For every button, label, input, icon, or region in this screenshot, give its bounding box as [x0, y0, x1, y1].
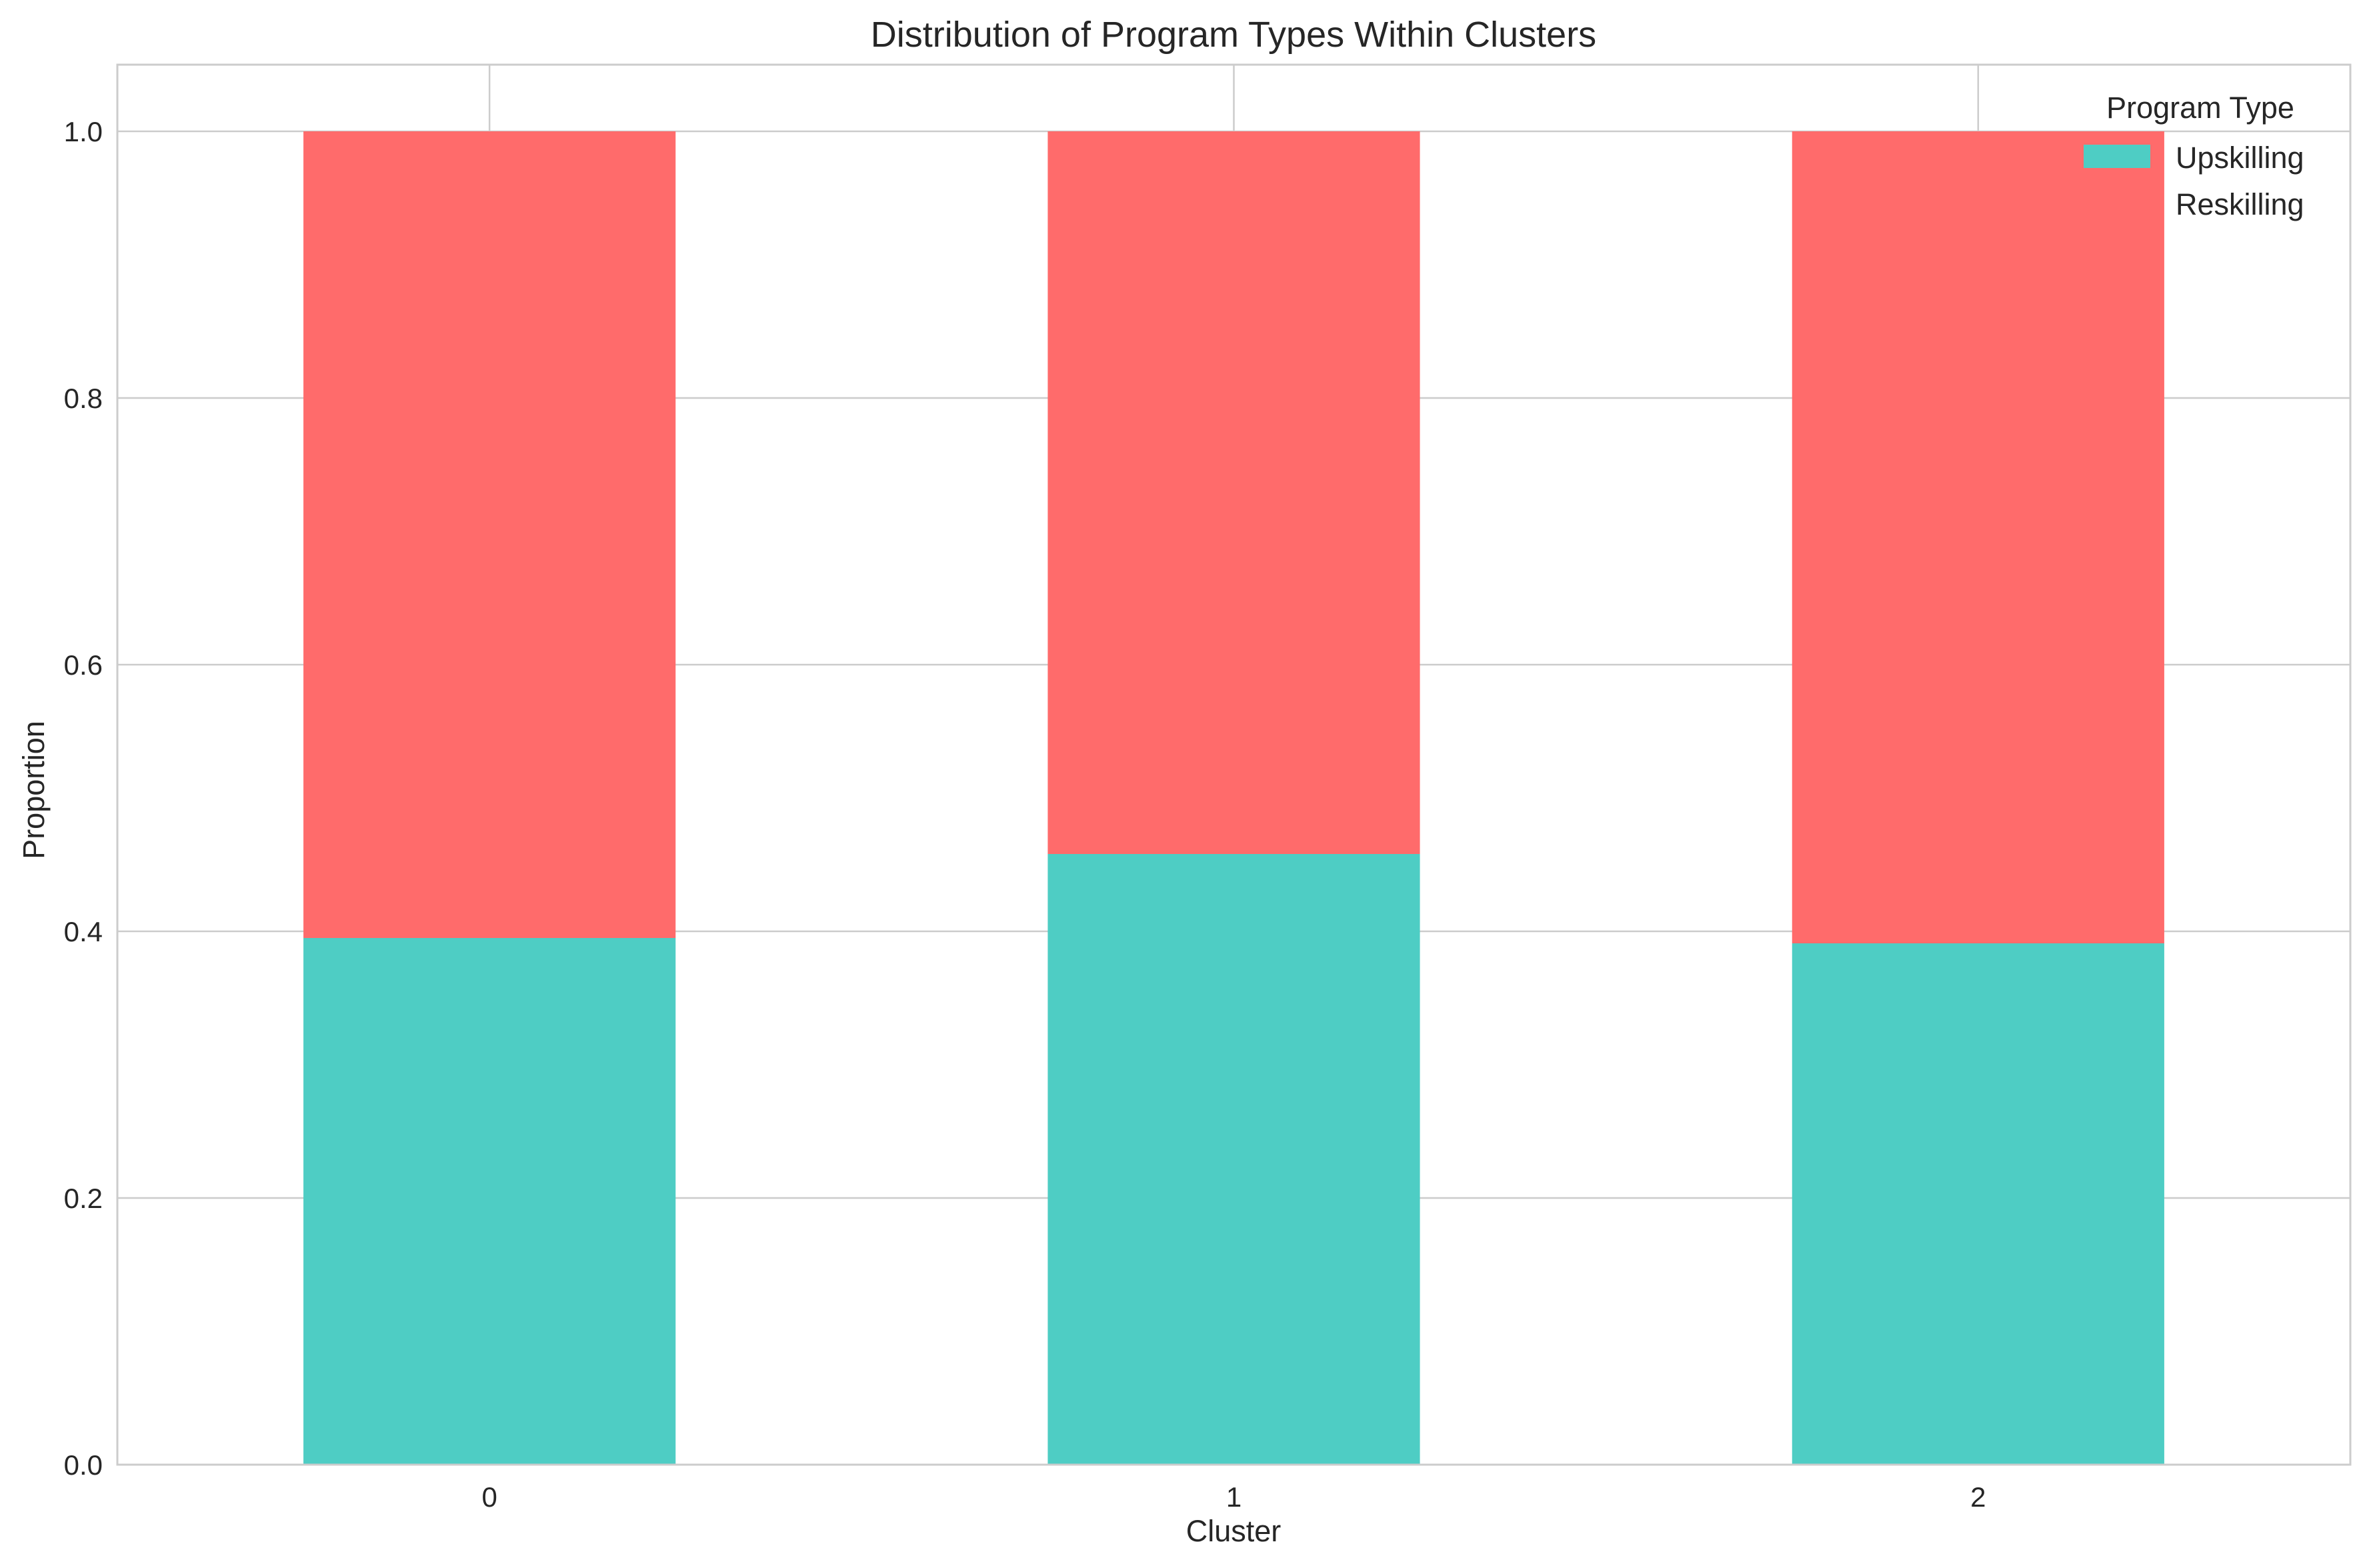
y-tick-label: 0.6 [64, 649, 103, 681]
bar-reskilling-cluster-1 [1047, 131, 1420, 854]
bar-upskilling-cluster-1 [1047, 854, 1420, 1465]
bar-reskilling-cluster-0 [303, 131, 676, 938]
x-tick-label: 2 [1970, 1481, 1986, 1513]
y-tick-label: 0.8 [64, 383, 103, 414]
bar-upskilling-cluster-0 [303, 938, 676, 1465]
x-tick-label: 1 [1226, 1481, 1242, 1513]
tick-labels: 0.0 0.2 0.4 0.6 0.8 1.0 0 1 2 [64, 116, 1986, 1513]
y-tick-label: 1.0 [64, 116, 103, 147]
axes-frame [116, 63, 2352, 1466]
legend-swatch-upskilling [2084, 145, 2150, 168]
legend-label-upskilling: Upskilling [2176, 141, 2304, 175]
bars [303, 131, 2164, 1465]
y-axis-label: Proportion [17, 721, 51, 859]
x-axis-label: Cluster [1186, 1514, 1282, 1548]
chart-title: Distribution of Program Types Within Clu… [871, 15, 1596, 55]
bar-reskilling-cluster-2 [1792, 131, 2164, 943]
legend-title: Program Type [2106, 91, 2294, 125]
legend: Program Type Upskilling Reskilling [2084, 91, 2304, 221]
y-tick-label: 0.2 [64, 1183, 103, 1214]
legend-swatch-reskilling [2084, 183, 2150, 207]
x-tick-label: 0 [481, 1481, 497, 1513]
bar-upskilling-cluster-2 [1792, 943, 2164, 1465]
legend-label-reskilling: Reskilling [2176, 187, 2304, 221]
y-tick-label: 0.4 [64, 916, 103, 947]
y-tick-label: 0.0 [64, 1449, 103, 1481]
